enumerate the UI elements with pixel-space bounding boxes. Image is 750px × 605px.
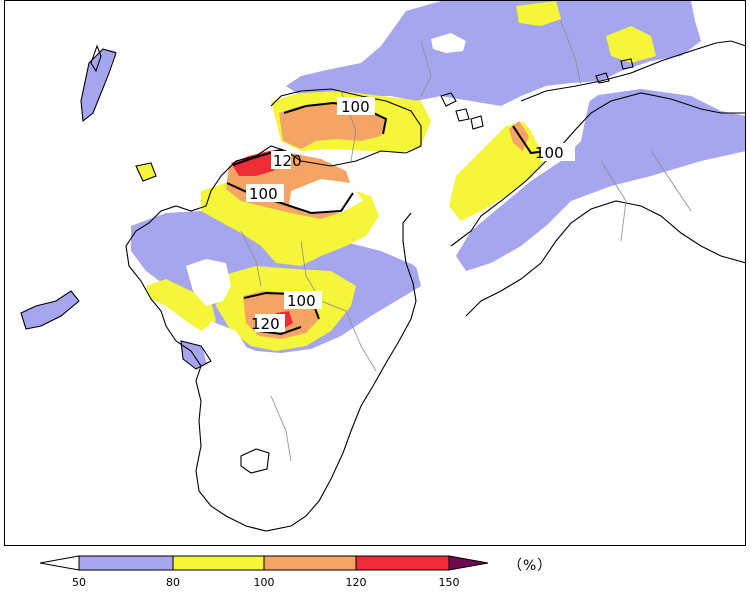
contour-label-bg-4 [284,291,322,309]
blue-region-west-islands [21,291,79,329]
coast-kyushu-west [125,88,422,532]
contour-label-4: 100 [287,292,316,310]
prefecture-border-layer [240,20,692,462]
contour-label-bg-3 [246,184,284,202]
contour-label-2: 120 [273,152,302,170]
legend-tick-120: 120 [345,576,367,589]
yellow-region-ne-2 [606,26,656,63]
coast-goto [80,48,117,123]
contour-label-6: 100 [535,144,564,162]
contour-label-bg-6 [541,143,575,161]
contour-label-3: 100 [249,185,278,203]
coast-small-1 [135,162,157,182]
legend-swatch-120-150 [355,555,450,571]
border-4 [270,395,292,462]
coast-small-2 [180,340,212,370]
map-frame: 100 120 100 100 120 100 [4,0,746,546]
coast-shikoku [450,92,745,247]
coast-yakushima [240,448,270,474]
blue-region-shikoku [456,89,745,271]
border-2 [300,240,347,312]
border-5 [420,40,432,97]
border-7 [600,160,627,242]
legend-tick-50: 50 [72,576,86,589]
legend-under-arrow [39,555,80,571]
blue-region-small-1 [181,341,211,369]
coast-chugoku [520,40,745,102]
coast-tsushima [90,44,102,73]
legend-tick-150: 150 [438,576,460,589]
border-8 [650,150,692,212]
land-south-kyushu [201,301,421,531]
sea-areas [186,33,745,379]
coast-setouchi-islands [440,58,634,130]
contour-label-1: 100 [341,98,370,116]
legend-over-arrow [448,555,489,571]
contour-label-bg-2 [271,151,291,169]
contour-100-ehime [512,125,547,155]
coastline-layer [20,40,745,532]
yellow-region-ne-1 [516,1,561,26]
blue-region-layer [21,1,745,471]
border-9 [240,230,262,287]
land-east-shikoku [471,156,745,311]
coast-west-islands [20,290,80,330]
legend-swatch-80-100 [172,555,265,571]
legend-swatch-50-80 [78,555,174,571]
border-6 [560,20,582,87]
color-legend [39,555,489,571]
unshaded-land [201,156,745,531]
contour-label-5: 120 [251,315,280,333]
coast-shikoku-south [465,200,745,317]
sea-inland-north [521,59,745,151]
legend-tick-80: 80 [166,576,180,589]
sea-bungo [401,206,453,276]
contour-label-bg-5 [255,314,285,332]
sea-east-white [431,33,466,53]
yellow-region-ariake [146,279,216,331]
legend-unit-label: （%） [508,558,553,574]
precipitation-ratio-map: 100 120 100 100 120 100 [20,1,745,532]
border-3 [345,310,377,372]
contour-label-bg-1 [337,97,375,115]
legend-swatch-100-120 [263,555,357,571]
blue-region-goto [81,49,116,121]
legend-tick-100: 100 [253,576,275,589]
contour-label-layer: 100 120 100 100 120 100 [246,97,575,333]
sea-ariake [186,259,231,306]
